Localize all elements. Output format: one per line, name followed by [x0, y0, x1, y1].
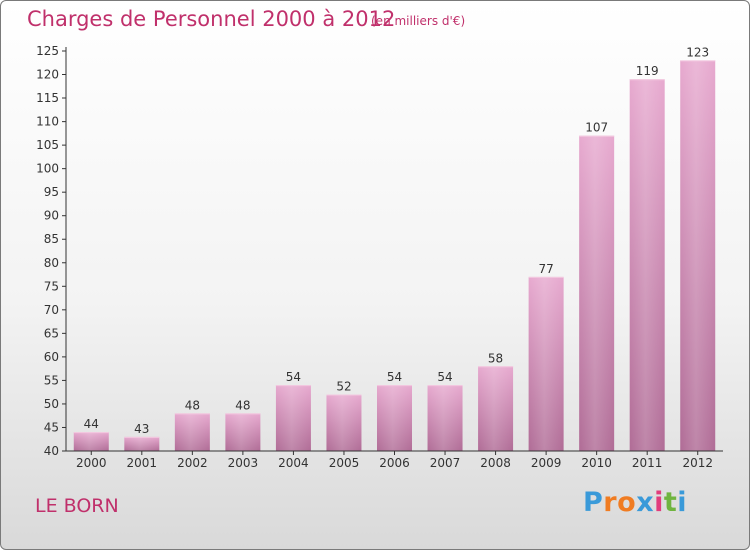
y-tick-label: 115	[36, 91, 59, 105]
y-tick-label: 80	[44, 256, 59, 270]
axes-layer: 40 45 50 55 60 65 70 75 80 85 90 95 100 105 110 115 120 1…	[36, 44, 723, 470]
y-tick-label: 120	[36, 68, 59, 82]
x-tick-label: 2006	[379, 456, 410, 470]
logo-letter: t	[663, 487, 678, 518]
y-tick-label: 45	[44, 420, 59, 434]
x-tick-label: 2008	[480, 456, 511, 470]
x-tick-label: 2011	[632, 456, 663, 470]
x-tick-label: 2009	[531, 456, 562, 470]
logo-letter: r	[603, 487, 618, 518]
y-tick-label: 95	[44, 185, 59, 199]
y-tick-label: 50	[44, 397, 59, 411]
bar-highlight	[528, 276, 564, 451]
y-tick-label: 105	[36, 138, 59, 152]
y-tick-label: 100	[36, 162, 59, 176]
x-tick-label: 2001	[127, 456, 158, 470]
y-tick-label: 90	[44, 209, 59, 223]
bar-value-label: 119	[636, 64, 659, 78]
x-tick-label: 2003	[228, 456, 259, 470]
bar-highlight	[326, 394, 362, 451]
x-tick-label: 2005	[329, 456, 360, 470]
bar-highlight	[427, 385, 463, 451]
logo-letter: i	[654, 487, 664, 518]
y-tick-label: 65	[44, 326, 59, 340]
bar-value-label: 123	[686, 45, 709, 59]
bar-highlight	[478, 366, 514, 451]
x-tick-label: 2002	[177, 456, 208, 470]
bar-highlight	[73, 432, 109, 451]
chart-subtitle: (en milliers d'€)	[371, 14, 466, 28]
x-tick-label: 2004	[278, 456, 309, 470]
x-tick-label: 2012	[682, 456, 713, 470]
y-tick-label: 55	[44, 373, 59, 387]
logo-letter: i	[677, 487, 688, 518]
bar-value-label: 54	[387, 370, 402, 384]
y-tick-label: 85	[44, 232, 59, 246]
logo-letter: x	[636, 487, 655, 518]
proxiti-logo: Proxiti	[583, 487, 687, 518]
bar-highlight	[225, 413, 261, 451]
bar-value-label: 77	[538, 262, 553, 276]
x-tick-label: 2007	[430, 456, 461, 470]
y-tick-label: 60	[44, 350, 59, 364]
y-tick-label: 75	[44, 279, 59, 293]
bar-value-label: 107	[585, 121, 608, 135]
bar-value-label: 52	[336, 380, 351, 394]
logo-letter: o	[617, 487, 637, 518]
commune-name: LE BORN	[35, 495, 119, 517]
bar-highlight	[680, 60, 716, 451]
x-tick-label: 2000	[76, 456, 107, 470]
bar-highlight	[174, 413, 210, 451]
bar-value-label: 58	[488, 351, 503, 365]
bar-value-label: 48	[235, 398, 250, 412]
y-tick-label: 110	[36, 115, 59, 129]
y-tick-label: 125	[36, 44, 59, 58]
logo-letter: P	[583, 487, 604, 518]
bar-value-label: 54	[437, 370, 452, 384]
bar-highlight	[579, 135, 615, 452]
bar-value-label: 44	[84, 417, 99, 431]
chart-title: Charges de Personnel 2000 à 2012	[27, 7, 396, 31]
bar-highlight	[124, 436, 160, 451]
y-tick-label: 70	[44, 303, 59, 317]
bar-highlight	[629, 79, 665, 451]
x-tick-label: 2010	[581, 456, 612, 470]
bar-highlight	[377, 385, 412, 451]
bar-value-label: 54	[286, 370, 301, 384]
bar-highlight	[275, 385, 311, 451]
y-tick-label: 40	[44, 444, 59, 458]
bars-layer: 44 43 48 48 54 52 54 54 58 77 107 119 123	[73, 45, 716, 452]
bar-value-label: 48	[185, 398, 200, 412]
bar-value-label: 43	[134, 422, 149, 436]
